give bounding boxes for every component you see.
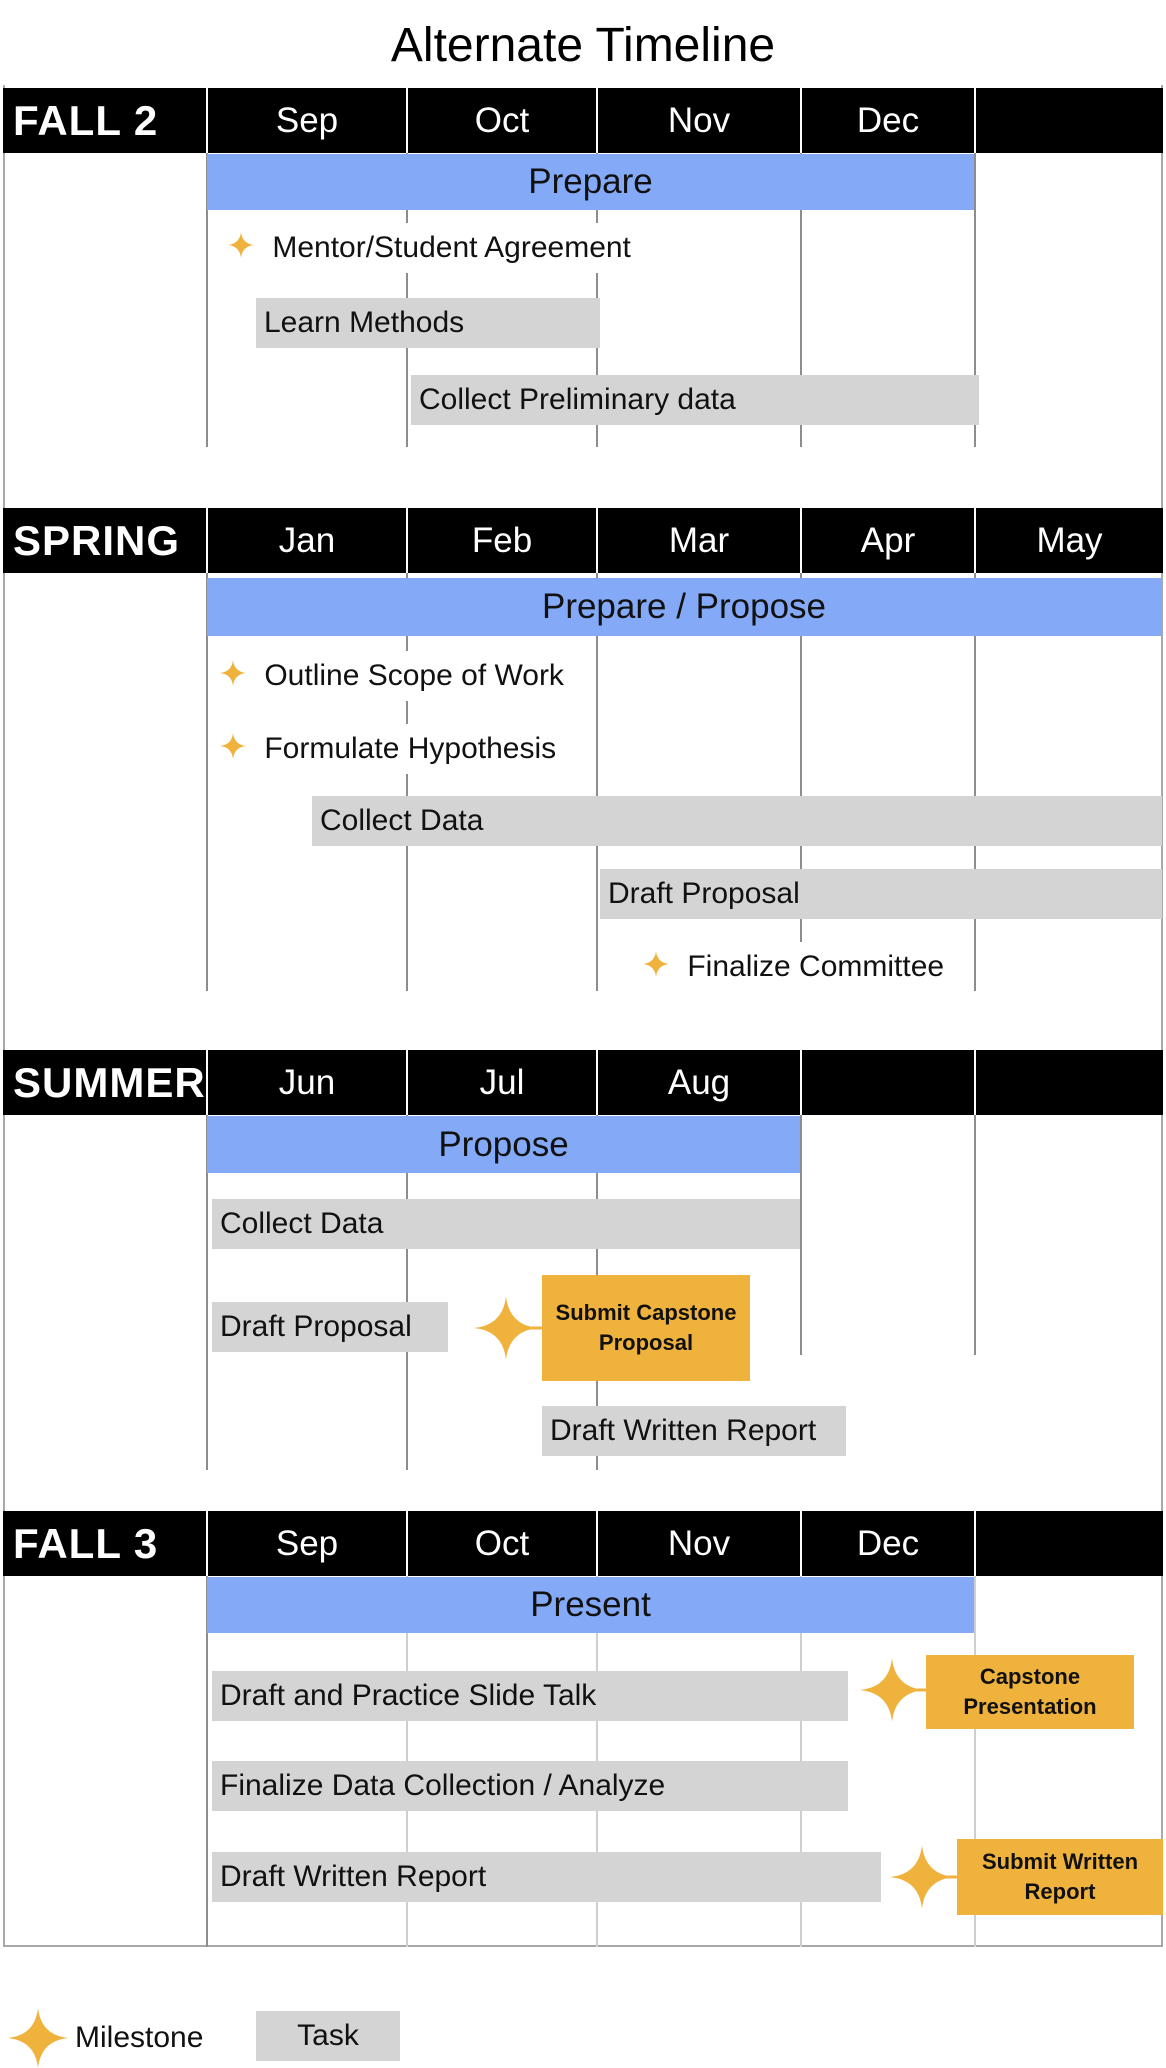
season-label: FALL 3 (13, 1520, 159, 1567)
month-label: Sep (275, 1524, 339, 1563)
section-header: FALL 3 Sep Oct Nov Dec (3, 1511, 1163, 1576)
legend-task-swatch: Task (256, 2011, 400, 2061)
task-bar: Collect Data (312, 796, 1162, 846)
task-bar: Learn Methods (256, 298, 600, 348)
month-label: May (1036, 521, 1103, 560)
task-bar: Finalize Data Collection / Analyze (212, 1761, 848, 1811)
month-label: Feb (471, 521, 533, 560)
timeline-bottom-border (3, 1945, 1163, 1947)
phase-bar: Prepare (207, 154, 974, 210)
month-label: Jun (278, 1063, 336, 1102)
task-bar: Draft Written Report (542, 1406, 846, 1456)
star-icon (220, 725, 246, 775)
task-bar: Draft Proposal (600, 869, 1162, 919)
season-label: SPRING (13, 517, 181, 564)
key-milestone-box: Capstone Presentation (926, 1655, 1134, 1729)
section-header: SUMMER Jun Jul Aug (3, 1050, 1163, 1115)
task-bar: Draft Proposal (212, 1302, 448, 1352)
star-icon (643, 943, 669, 993)
month-label: Aug (667, 1063, 731, 1102)
month-label: Sep (275, 101, 339, 140)
month-label: Oct (474, 101, 530, 140)
month-label: Jul (479, 1063, 525, 1102)
month-label: Jan (278, 521, 336, 560)
month-label: Mar (668, 521, 730, 560)
milestone: Outline Scope of Work (220, 651, 570, 701)
milestone: Finalize Committee (643, 942, 975, 993)
milestone-label: Outline Scope of Work (264, 659, 564, 692)
phase-bar: Propose (207, 1116, 800, 1173)
milestone: Formulate Hypothesis (220, 724, 563, 775)
page-title: Alternate Timeline (390, 19, 776, 72)
star-icon (8, 2008, 68, 2068)
task-bar: Collect Preliminary data (411, 375, 979, 425)
month-label: Dec (856, 1524, 920, 1563)
phase-bar: Prepare / Propose (207, 578, 1161, 636)
section-header: SPRING Jan Feb Mar Apr May (3, 508, 1163, 573)
month-label: Oct (474, 1524, 530, 1563)
month-label: Dec (856, 101, 920, 140)
milestone-label: Mentor/Student Agreement (272, 231, 631, 264)
month-label: Nov (667, 1524, 731, 1563)
star-icon (228, 224, 254, 274)
task-bar: Collect Data (212, 1199, 800, 1249)
season-label: SUMMER (13, 1059, 206, 1106)
section-header: FALL 2 Sep Oct Nov Dec (3, 88, 1163, 153)
star-icon (220, 652, 246, 702)
month-label: Apr (860, 521, 916, 560)
task-bar: Draft Written Report (212, 1852, 881, 1902)
milestone: Mentor/Student Agreement (228, 223, 637, 273)
timeline-frame (3, 85, 1163, 1947)
key-milestone-box: Submit Capstone Proposal (542, 1275, 750, 1381)
legend-milestone-label: Milestone (75, 2021, 204, 2054)
milestone-label: Formulate Hypothesis (264, 732, 557, 765)
month-label: Nov (667, 101, 731, 140)
phase-bar: Present (207, 1577, 974, 1633)
star-icon (860, 1658, 928, 1722)
milestone-label: Finalize Committee (687, 950, 945, 983)
star-icon (890, 1845, 958, 1909)
key-milestone-box: Submit Written Report (957, 1839, 1163, 1915)
star-icon (474, 1296, 542, 1360)
task-bar: Draft and Practice Slide Talk (212, 1671, 848, 1721)
season-label: FALL 2 (13, 97, 159, 144)
